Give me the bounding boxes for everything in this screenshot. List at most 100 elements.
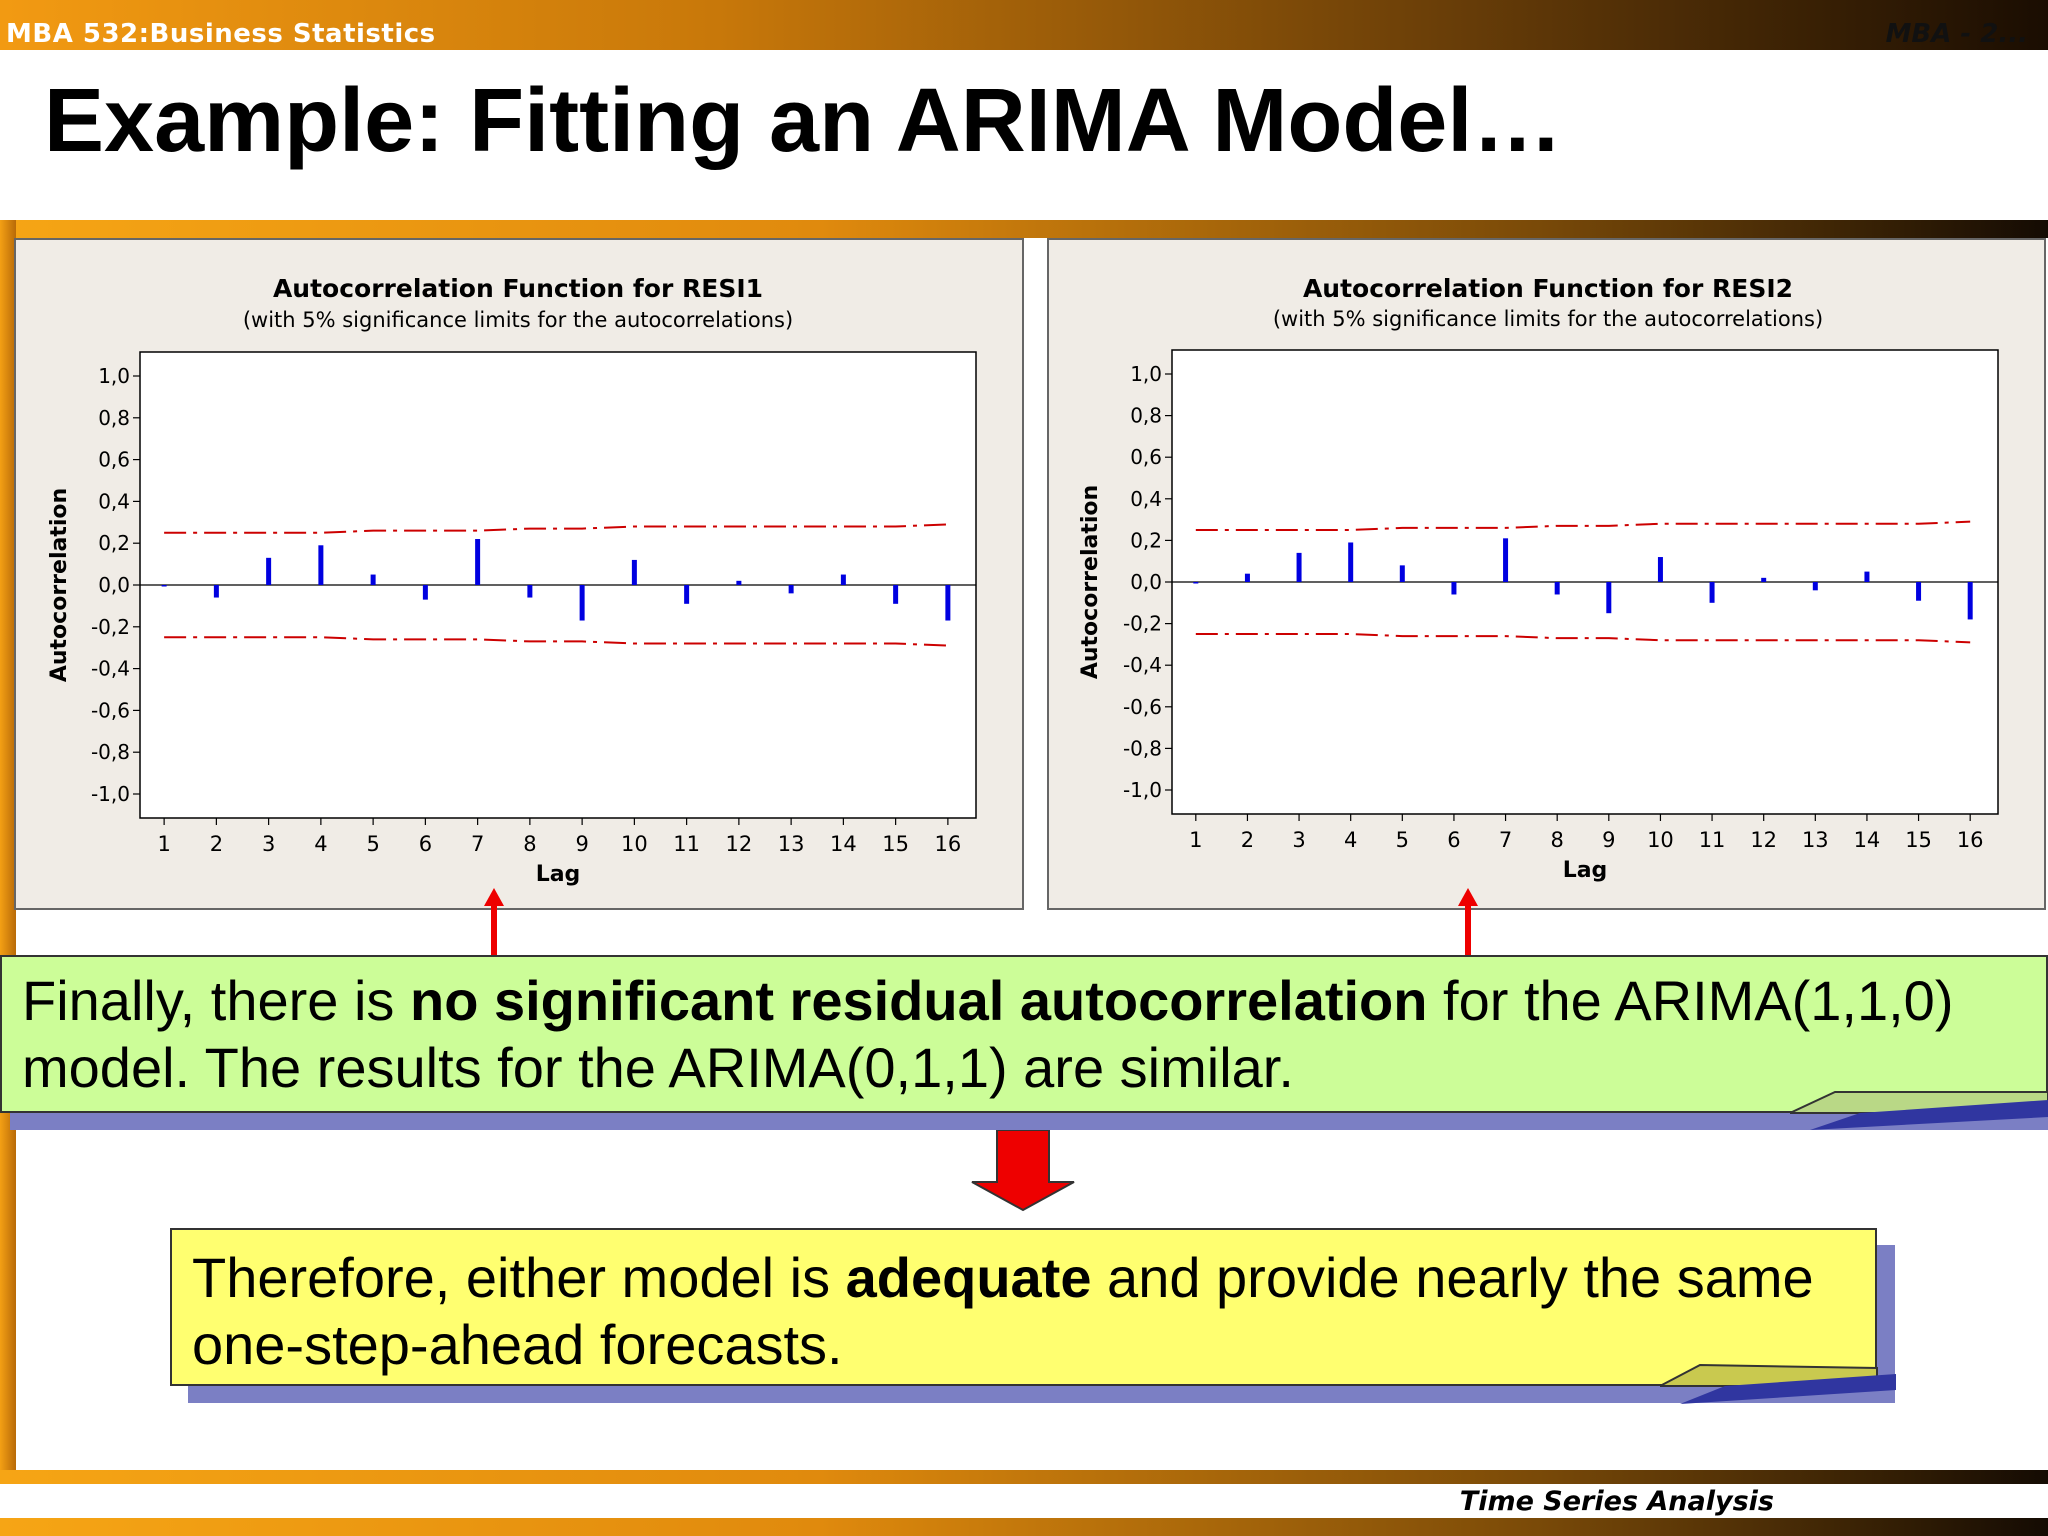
acf-chart-resi2: Autocorrelation Function for RESI2 (with … xyxy=(1047,238,2046,910)
chart1-ytick-label: 0,0 xyxy=(98,573,130,597)
chart1-bar-lag-12 xyxy=(736,580,742,585)
chart1-bar-lag-6 xyxy=(422,585,428,600)
chart1-title: Autocorrelation Function for RESI1 xyxy=(273,274,763,303)
chart1-lower-limit-line xyxy=(164,636,948,647)
chart2-ytick-label: -1,0 xyxy=(1123,778,1162,802)
chart1-xtick-label: 16 xyxy=(935,832,962,856)
chart1-subtitle: (with 5% significance limits for the aut… xyxy=(243,308,793,332)
chart2-ytick-label: -0,2 xyxy=(1123,612,1162,636)
chart2-ytick-label: -0,8 xyxy=(1123,736,1162,760)
red-pointer-arrowhead-2 xyxy=(1458,888,1478,906)
chart1-xtick-label: 12 xyxy=(726,832,753,856)
chart2-ytick-label: -0,4 xyxy=(1123,653,1162,677)
chart2-bar-lag-11 xyxy=(1709,582,1715,603)
chart1-xtick-label: 3 xyxy=(262,832,275,856)
down-arrow xyxy=(971,1130,1075,1212)
chart1-ylabel: Autocorrelation xyxy=(47,488,72,682)
chart1-bar-lag-4 xyxy=(318,545,324,585)
chart2-bar-lag-7 xyxy=(1503,538,1509,582)
chart1-bar-lag-3 xyxy=(266,557,272,585)
chart2-xtick-label: 6 xyxy=(1447,828,1460,852)
corner-label: MBA - 2... xyxy=(1885,19,2028,49)
chart1-bar-lag-15 xyxy=(893,585,899,604)
chart1-upper-limit-line xyxy=(164,523,948,534)
chart2-xtick-label: 13 xyxy=(1802,828,1829,852)
chart2-ytick-label: -0,6 xyxy=(1123,695,1162,719)
yellow-text-part1: Therefore, either model is xyxy=(192,1246,846,1309)
footer-bar xyxy=(0,1518,2048,1536)
chart2-ytick-label: 0,6 xyxy=(1130,445,1162,469)
chart2-xtick-label: 4 xyxy=(1344,828,1357,852)
chart2-xlabel: Lag xyxy=(1563,858,1608,883)
chart2-ytick-label: 0,2 xyxy=(1130,528,1162,552)
chart1-ytick-label: 0,8 xyxy=(98,406,130,430)
chart1-bar-lag-16 xyxy=(945,585,951,621)
chart2-ytick-label: 0,0 xyxy=(1130,570,1162,594)
chart2-bar-lag-8 xyxy=(1554,582,1560,595)
chart1-ytick-label: -0,4 xyxy=(91,657,130,681)
chart1-xtick-label: 11 xyxy=(673,832,700,856)
chart2-xtick-label: 5 xyxy=(1396,828,1409,852)
red-pointer-arrowhead-1 xyxy=(484,888,504,906)
chart2-upper-limit-line xyxy=(1195,520,1971,531)
footer-divider xyxy=(0,1470,2048,1484)
chart1-ytick-label: 0,2 xyxy=(98,531,130,555)
green-text-part1: Finally, there is xyxy=(22,969,410,1032)
chart1-xtick-label: 13 xyxy=(778,832,805,856)
chart1-xtick-label: 4 xyxy=(314,832,327,856)
chart2-bar-lag-5 xyxy=(1399,565,1405,582)
chart1-xtick-label: 8 xyxy=(523,832,536,856)
green-callout-box: Finally, there is no significant residua… xyxy=(0,955,2048,1113)
chart2-ylabel: Autocorrelation xyxy=(1078,485,1103,679)
acf-chart-resi1-svg: Autocorrelation Function for RESI1 (with … xyxy=(47,274,977,887)
chart1-bar-lag-10 xyxy=(631,559,637,585)
chart1-ytick-label: 0,6 xyxy=(98,448,130,472)
chart2-ytick-label: 0,8 xyxy=(1130,404,1162,428)
chart2-bar-lag-15 xyxy=(1916,582,1922,601)
chart2-bar-lag-12 xyxy=(1761,577,1767,582)
red-pointer-arrow-1 xyxy=(491,905,497,957)
title-divider xyxy=(0,220,2048,238)
chart2-xtick-label: 12 xyxy=(1750,828,1777,852)
chart2-xtick-label: 3 xyxy=(1292,828,1305,852)
chart1-xtick-label: 7 xyxy=(471,832,484,856)
yellow-text-bold: adequate xyxy=(845,1246,1092,1309)
chart1-ytick-label: -0,8 xyxy=(91,740,130,764)
chart1-xtick-label: 2 xyxy=(210,832,223,856)
green-text-bold: no significant residual autocorrelation xyxy=(409,969,1428,1032)
chart2-bar-lag-16 xyxy=(1967,582,1973,620)
chart1-ytick-label: 1,0 xyxy=(98,364,130,388)
header-bar: MBA 532:Business Statistics MBA - 2... xyxy=(0,0,2048,50)
chart2-title: Autocorrelation Function for RESI2 xyxy=(1303,274,1793,303)
chart2-xtick-label: 8 xyxy=(1551,828,1564,852)
chart2-xtick-label: 7 xyxy=(1499,828,1512,852)
chart2-bar-lag-6 xyxy=(1451,582,1457,595)
chart1-bar-lag-13 xyxy=(788,585,794,594)
yellow-box-curl xyxy=(1660,1363,1896,1404)
chart2-bar-lag-1 xyxy=(1193,582,1199,584)
chart2-bar-lag-2 xyxy=(1244,573,1250,582)
chart2-xtick-label: 11 xyxy=(1699,828,1726,852)
chart2-xtick-label: 14 xyxy=(1854,828,1881,852)
chart1-bar-lag-7 xyxy=(475,539,481,585)
chart1-bar-lag-9 xyxy=(579,585,585,621)
chart1-bar-lag-1 xyxy=(161,585,167,587)
green-text-part2: for the ARIMA(1,1,0) model. The results … xyxy=(22,969,1954,1099)
chart1-bar-lag-2 xyxy=(213,585,219,598)
chart2-xtick-label: 9 xyxy=(1602,828,1615,852)
chart1-xtick-label: 5 xyxy=(366,832,379,856)
chart1-bar-lag-11 xyxy=(684,585,690,604)
chart2-xtick-label: 1 xyxy=(1189,828,1202,852)
chart2-lower-limit-line xyxy=(1195,633,1971,644)
chart2-bar-lag-10 xyxy=(1657,557,1663,582)
chart2-bar-lag-3 xyxy=(1296,552,1302,582)
chart2-xtick-label: 10 xyxy=(1647,828,1674,852)
chart1-bar-lag-5 xyxy=(370,574,376,585)
chart2-bar-lag-9 xyxy=(1606,582,1612,614)
green-box-curl xyxy=(1790,1091,2048,1130)
chart2-xtick-label: 15 xyxy=(1905,828,1932,852)
acf-chart-resi2-svg: Autocorrelation Function for RESI2 (with … xyxy=(1078,274,1999,883)
acf-chart-resi1: Autocorrelation Function for RESI1 (with … xyxy=(14,238,1024,910)
chart2-xtick-label: 16 xyxy=(1957,828,1984,852)
chart2-ytick-label: 0,4 xyxy=(1130,487,1162,511)
